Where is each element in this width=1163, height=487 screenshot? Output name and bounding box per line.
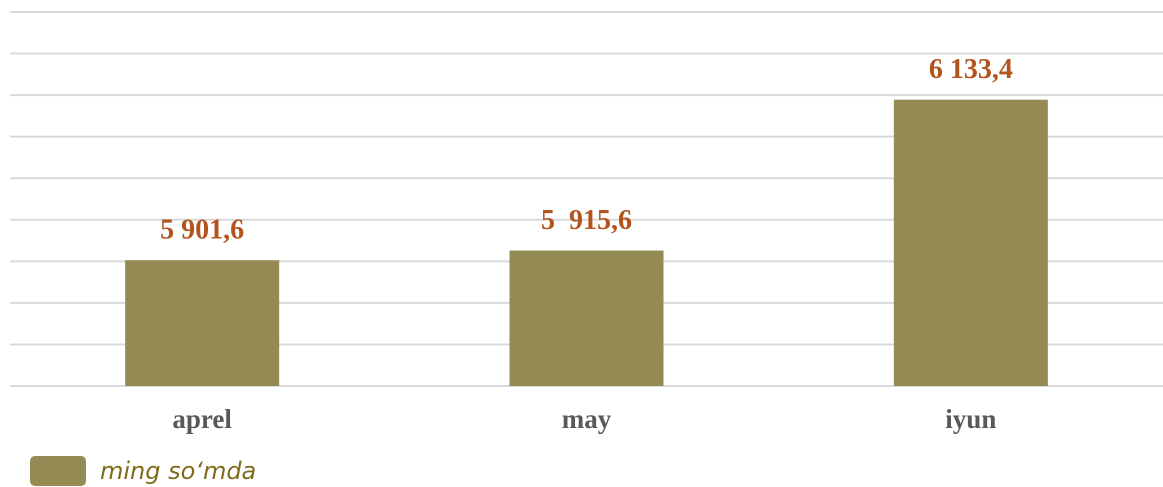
x-tick-label: may [562,404,612,434]
legend-label: ming so‘mda [100,457,256,485]
value-label: 5 901,6 [160,215,244,246]
x-tick-label: aprel [172,404,232,434]
bar [509,250,664,386]
value-label: 5 915,6 [541,205,632,236]
legend-swatch [30,456,86,486]
bar [893,99,1048,386]
value-label: 6 133,4 [929,54,1013,85]
x-tick-label: iyun [945,404,996,434]
bar [125,260,280,386]
